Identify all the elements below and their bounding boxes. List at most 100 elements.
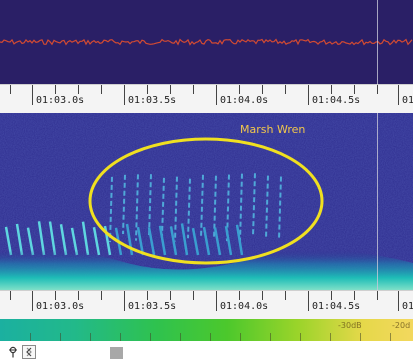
trill-syllable (109, 176, 113, 243)
ruler-tick (308, 85, 309, 105)
pin-icon (9, 346, 17, 358)
colorbar-tick (240, 333, 241, 341)
trill-syllable (226, 174, 230, 242)
fit-view-icon (26, 347, 32, 357)
ruler-tick (262, 85, 263, 94)
scrollbar-thumb[interactable] (110, 347, 123, 359)
ruler-tick (262, 291, 263, 300)
ruler-tick (101, 291, 102, 300)
ruler-tick (285, 291, 286, 300)
ruler-tick (78, 291, 79, 300)
ruler-tick (377, 291, 378, 300)
colorbar-tick (150, 333, 151, 341)
ruler-tick (147, 85, 148, 94)
ruler-tick (170, 291, 171, 300)
ruler-tick (10, 291, 11, 300)
colorbar-tick (330, 333, 331, 341)
ruler-tick (32, 291, 33, 311)
waveform-panel[interactable] (0, 0, 413, 84)
playhead-line-spectrogram (377, 113, 378, 290)
time-label: 01 (402, 301, 413, 312)
trill-syllable (278, 176, 282, 240)
call-syllable (4, 226, 13, 256)
call-syllable (92, 227, 101, 256)
low-frequency-band (0, 249, 413, 290)
call-syllable (15, 223, 24, 256)
call-syllable (48, 221, 57, 256)
time-label: 01:04.5s (312, 301, 361, 312)
selection-ellipse[interactable] (88, 137, 324, 265)
ruler-tick (377, 85, 378, 94)
trill-syllable (187, 178, 191, 239)
call-syllable (70, 227, 79, 256)
ruler-tick (239, 85, 240, 94)
trill-syllable (200, 174, 204, 238)
call-syllable (169, 226, 178, 256)
ruler-tick (216, 85, 217, 105)
time-label: 01:03.5s (128, 95, 177, 106)
trill-syllable (174, 176, 178, 242)
colorbar-tick (30, 333, 31, 341)
colorbar-tick (120, 333, 121, 341)
colorbar-label: -30dB (338, 321, 362, 330)
time-ruler-bottom[interactable]: 01:03.0s 01:03.5s 01:04.0s 01:04.5s 01 (0, 290, 413, 320)
trill-syllable (265, 175, 269, 239)
colorbar-tick (90, 333, 91, 341)
intensity-colorbar[interactable]: -30dB -20d (0, 319, 413, 341)
ruler-tick (193, 85, 194, 94)
trill-syllable (161, 177, 165, 237)
waveform-trace (0, 38, 413, 46)
call-syllable (37, 221, 46, 256)
trill-syllable (148, 174, 152, 237)
call-syllable (213, 227, 222, 256)
time-label: 01:03.0s (36, 95, 85, 106)
ruler-tick (354, 85, 355, 94)
call-syllable (191, 227, 200, 256)
ruler-tick (239, 291, 240, 300)
call-syllable (147, 227, 156, 256)
species-label: Marsh Wren (240, 123, 306, 136)
pin-button[interactable] (6, 345, 20, 359)
call-syllable (81, 221, 90, 256)
trill-syllable (252, 173, 256, 237)
ruler-tick (331, 85, 332, 94)
call-syllable (202, 226, 211, 256)
trill-syllable (135, 174, 139, 241)
fit-view-button[interactable] (22, 345, 36, 359)
colorbar-tick (180, 333, 181, 341)
ruler-tick (170, 85, 171, 94)
spectrogram-panel[interactable]: Marsh Wren (0, 113, 413, 290)
ruler-tick (308, 291, 309, 311)
colorbar-tick (390, 333, 391, 341)
ruler-tick (32, 85, 33, 105)
call-syllable (224, 225, 233, 256)
time-label: 01:03.5s (128, 301, 177, 312)
call-syllable (235, 224, 244, 256)
call-syllable (59, 224, 68, 256)
ruler-tick (193, 291, 194, 300)
time-ruler-top[interactable]: 01:03.0s 01:03.5s 01:04.0s 01:04.5s 01 (0, 84, 413, 114)
call-syllable (180, 223, 189, 256)
ruler-tick (55, 85, 56, 94)
ruler-tick (124, 291, 125, 311)
ruler-tick (354, 291, 355, 300)
colorbar-tick (60, 333, 61, 341)
ruler-tick (101, 85, 102, 94)
call-syllable (136, 226, 145, 256)
ruler-tick (78, 85, 79, 94)
colorbar-tick (360, 333, 361, 341)
ruler-tick (398, 291, 399, 311)
time-label: 01:04.5s (312, 95, 361, 106)
ruler-tick (124, 85, 125, 105)
ruler-tick (216, 291, 217, 311)
colorbar-tick (300, 333, 301, 341)
ruler-tick (10, 85, 11, 94)
colorbar-tick (270, 333, 271, 341)
time-label: 01:04.0s (220, 301, 269, 312)
bottom-toolbar (0, 341, 413, 363)
trill-syllable (239, 173, 243, 241)
ruler-tick (55, 291, 56, 300)
ruler-tick (285, 85, 286, 94)
ruler-tick (331, 291, 332, 300)
